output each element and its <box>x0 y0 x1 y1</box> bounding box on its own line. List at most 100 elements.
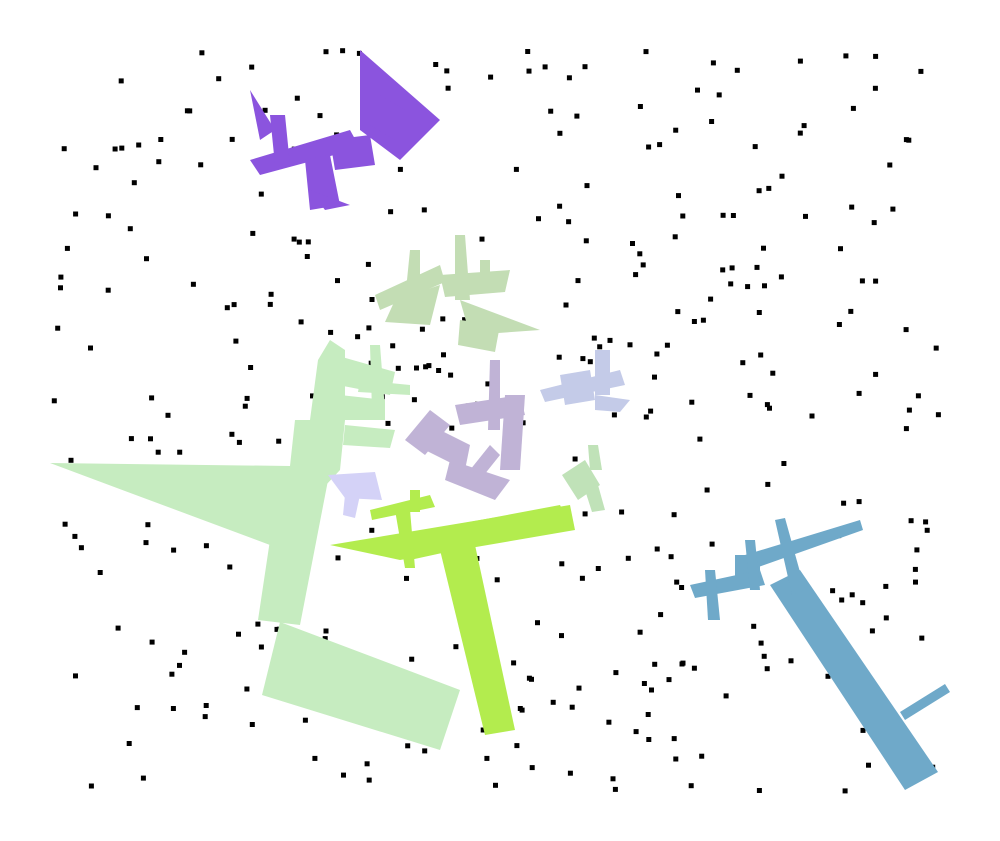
scatter-dot <box>836 322 842 327</box>
scatter-dot <box>606 719 612 725</box>
scatter-dot <box>566 75 572 81</box>
scatter-dot <box>700 317 706 323</box>
scatter-dot <box>440 316 446 322</box>
scatter-dot <box>848 308 854 314</box>
scatter-dot <box>548 108 554 114</box>
scatter-dot <box>569 704 575 710</box>
scatter-dot <box>78 545 84 551</box>
scatter-dot <box>249 64 255 70</box>
scatter-dot <box>752 144 758 150</box>
scatter-dot <box>671 512 677 518</box>
scatter-dot <box>323 49 329 55</box>
scatter-dot <box>341 772 346 778</box>
scatter-dot <box>873 371 879 377</box>
scatter-dot <box>801 123 807 129</box>
scatter-dot <box>158 137 164 142</box>
scatter-dot <box>224 305 230 311</box>
scatter-dot <box>216 76 222 82</box>
scatter-dot <box>903 426 909 432</box>
scatter-dot <box>227 564 233 570</box>
scatter-dot <box>262 107 268 113</box>
scatter-dot <box>236 439 242 445</box>
scatter-dot <box>462 317 468 323</box>
scatter-dot <box>355 334 361 340</box>
scatter-dot <box>584 183 590 189</box>
scatter-dot <box>364 761 370 767</box>
scatter-dot <box>305 239 311 245</box>
scatter-dot <box>883 583 889 589</box>
scatter-dot <box>479 236 485 242</box>
scatter-dot <box>494 577 500 583</box>
scatter-dot <box>441 352 446 358</box>
light-green-large-shape <box>50 340 460 750</box>
scatter-dot <box>184 108 190 114</box>
scatter-dot <box>646 737 652 742</box>
scatter-dot <box>73 673 78 679</box>
scatter-dot <box>582 511 588 517</box>
scatter-dot <box>203 703 209 708</box>
scatter-dot <box>871 220 877 226</box>
scatter-dot <box>312 755 318 761</box>
scatter-dot <box>859 278 865 284</box>
scatter-dot <box>366 777 372 783</box>
scatter-dot <box>912 566 918 572</box>
scatter-dot <box>766 185 772 191</box>
scatter-dot <box>64 245 70 251</box>
scatter-dot <box>258 191 264 197</box>
scatter-dot <box>680 213 686 219</box>
scatter-dot <box>149 639 155 645</box>
scatter-dot <box>511 660 517 666</box>
scatter-dot <box>866 762 871 768</box>
scatter-dot <box>675 309 681 315</box>
scatter-dot <box>903 327 909 333</box>
scatter-dot <box>134 705 140 711</box>
scatter-dot <box>850 105 856 111</box>
scatter-dot <box>709 119 715 124</box>
scatter-dot <box>480 727 486 733</box>
scatter-dot <box>869 628 875 634</box>
scatter-dot <box>933 345 939 351</box>
scatter-dot <box>643 414 649 420</box>
scatter-dot <box>633 272 639 278</box>
scatter-dot <box>612 786 618 792</box>
scatter-dot <box>756 788 762 793</box>
scatter-dot <box>781 461 787 466</box>
scatter-dot <box>156 159 162 165</box>
scatter-dot <box>825 673 831 679</box>
scatter-dot <box>449 425 455 431</box>
scatter-dot <box>671 736 677 742</box>
scatter-dot <box>231 302 237 308</box>
scatter-dot <box>390 343 396 349</box>
scatter-dot <box>708 296 714 302</box>
scatter-dot <box>514 743 520 749</box>
scatter-dot <box>751 623 757 629</box>
scatter-dot <box>856 499 862 505</box>
scatter-dot <box>676 193 681 199</box>
scatter-dot <box>761 245 766 251</box>
scatter-dot <box>453 644 459 650</box>
scatter-dot <box>61 146 67 152</box>
scatter-dot <box>436 368 442 373</box>
scatter-dot <box>723 693 729 699</box>
scatter-dot <box>716 92 722 98</box>
scatter-dot <box>689 399 695 405</box>
scatter-dot <box>803 213 808 219</box>
scatter-dot <box>128 436 134 442</box>
scatter-dot <box>51 398 57 404</box>
scatter-dot <box>860 727 866 733</box>
scatter-dot <box>740 360 746 366</box>
periwinkle-glyph-shape <box>540 350 630 412</box>
scatter-dot <box>567 770 573 776</box>
scatter-dot <box>767 405 772 411</box>
scatter-dot <box>699 753 705 759</box>
scatter-dot <box>397 166 403 172</box>
scatter-dot <box>654 546 660 552</box>
scatter-dot <box>582 64 588 70</box>
scatter-dot <box>873 278 879 284</box>
scatter-dot <box>388 209 394 215</box>
scatter-dot <box>556 354 562 360</box>
scatter-dot <box>199 50 205 56</box>
scatter-dot <box>575 278 581 284</box>
scatter-dot <box>119 145 125 151</box>
scatter-dot <box>250 230 256 236</box>
